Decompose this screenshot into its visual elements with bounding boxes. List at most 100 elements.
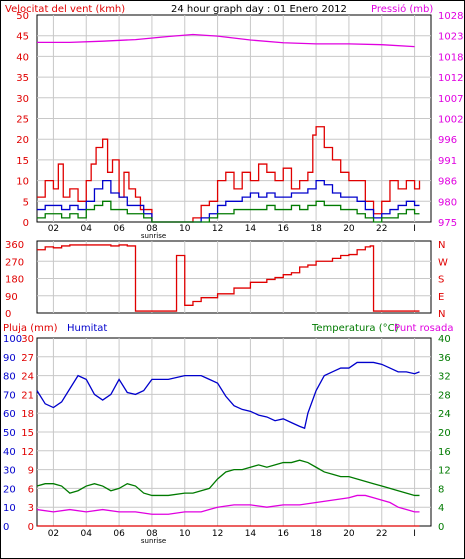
compass-label: N bbox=[438, 240, 445, 251]
series-line-red bbox=[37, 126, 421, 223]
sunrise-label: sunrise bbox=[141, 232, 166, 240]
y-tick-label-direction: 360 bbox=[5, 240, 24, 251]
x-tick-label: 02 bbox=[48, 529, 59, 539]
y-tick-label-wind: 30 bbox=[16, 94, 29, 105]
y-tick-label-rain: 6 bbox=[28, 484, 34, 495]
x-tick-label: I bbox=[413, 529, 416, 539]
direction-plot-frame bbox=[36, 240, 432, 314]
y-tick-label-rain: 18 bbox=[21, 409, 34, 420]
compass-label: E bbox=[438, 292, 444, 303]
x-tick-label: 10 bbox=[179, 224, 191, 234]
x-tick-label: 20 bbox=[343, 529, 355, 539]
x-tick-label: 10 bbox=[179, 529, 191, 539]
y-tick-label-wind: 10 bbox=[16, 177, 29, 188]
y-tick-label-pressure: 1028 bbox=[438, 11, 463, 22]
humidity-axis-title: Humitat bbox=[67, 323, 107, 334]
temperature-axis-title: Temperatura (°C) bbox=[311, 323, 399, 334]
chart-title: 24 hour graph day : 01 Enero 2012 bbox=[171, 4, 347, 15]
series-line-magenta bbox=[37, 33, 415, 48]
y-tick-label-humidity: 80 bbox=[3, 372, 16, 383]
compass-label: N bbox=[438, 309, 445, 320]
y-tick-label-wind: 45 bbox=[16, 32, 29, 43]
y-tick-label-pressure: 1007 bbox=[438, 94, 463, 105]
series-line-magenta bbox=[36, 494, 420, 515]
y-tick-label-temperature: 0 bbox=[438, 522, 444, 533]
compass-label: W bbox=[438, 257, 448, 268]
x-tick-label: 12 bbox=[212, 224, 223, 234]
y-tick-label-temperature: 36 bbox=[438, 353, 451, 364]
y-tick-label-pressure: 1018 bbox=[438, 52, 463, 63]
x-tick-label: 06 bbox=[113, 529, 125, 539]
y-tick-label-pressure: 980 bbox=[438, 197, 457, 208]
y-tick-label-rain: 9 bbox=[28, 466, 34, 477]
y-tick-label-temperature: 24 bbox=[438, 409, 451, 420]
y-tick-label-temperature: 40 bbox=[438, 334, 451, 345]
pressure-axis-title: Pressió (mb) bbox=[371, 3, 433, 15]
y-tick-label-rain: 30 bbox=[21, 334, 34, 345]
compass-label: S bbox=[438, 275, 444, 286]
y-tick-label-wind: 25 bbox=[16, 115, 29, 126]
wind-axis-title: Velocitat del vent (kmh) bbox=[5, 4, 125, 15]
rain-axis-title: Pluja (mm) bbox=[3, 323, 58, 334]
y-tick-label-humidity: 60 bbox=[3, 409, 16, 420]
x-tick-label: 04 bbox=[81, 529, 93, 539]
y-tick-label-temperature: 16 bbox=[438, 447, 451, 458]
series-line-green bbox=[36, 459, 420, 497]
y-tick-label-direction: 90 bbox=[5, 292, 18, 303]
y-tick-label-humidity: 50 bbox=[3, 428, 16, 439]
x-tick-label: 04 bbox=[81, 224, 93, 234]
sunrise-label: sunrise bbox=[141, 537, 166, 545]
y-tick-label-pressure: 975 bbox=[438, 218, 457, 229]
x-tick-label: 08 bbox=[146, 529, 158, 539]
y-tick-label-humidity: 90 bbox=[3, 353, 16, 364]
y-tick-label-rain: 24 bbox=[21, 372, 34, 383]
dewpoint-axis-title: Punt rosada bbox=[394, 323, 453, 334]
y-tick-label-rain: 12 bbox=[21, 447, 34, 458]
y-tick-label-humidity: 0 bbox=[3, 522, 9, 533]
y-tick-label-temperature: 12 bbox=[438, 466, 451, 477]
y-tick-label-rain: 21 bbox=[21, 390, 34, 401]
x-tick-label: 02 bbox=[48, 224, 59, 234]
y-tick-label-wind: 40 bbox=[16, 52, 29, 63]
x-tick-label: 22 bbox=[376, 224, 387, 234]
y-tick-label-humidity: 70 bbox=[3, 390, 16, 401]
y-tick-label-rain: 3 bbox=[28, 503, 34, 514]
y-tick-label-wind: 15 bbox=[16, 156, 29, 167]
x-tick-label: 18 bbox=[310, 529, 322, 539]
y-tick-label-pressure: 996 bbox=[438, 135, 457, 146]
y-tick-label-temperature: 4 bbox=[438, 503, 444, 514]
x-tick-label: 06 bbox=[113, 224, 125, 234]
y-tick-label-humidity: 10 bbox=[3, 503, 16, 514]
x-tick-label: 14 bbox=[245, 224, 257, 234]
y-tick-label-direction: 270 bbox=[5, 257, 24, 268]
x-tick-label: 16 bbox=[278, 224, 290, 234]
y-tick-label-humidity: 100 bbox=[3, 334, 22, 345]
y-tick-label-rain: 27 bbox=[21, 353, 34, 364]
x-tick-label: 22 bbox=[376, 529, 387, 539]
series-line-direction bbox=[37, 244, 420, 312]
x-tick-label: 16 bbox=[278, 529, 290, 539]
series-line-blue bbox=[36, 361, 420, 430]
y-tick-label-temperature: 28 bbox=[438, 390, 451, 401]
y-tick-label-humidity: 20 bbox=[3, 484, 16, 495]
y-tick-label-pressure: 1012 bbox=[438, 73, 463, 84]
y-tick-label-pressure: 986 bbox=[438, 177, 457, 188]
y-tick-label-wind: 35 bbox=[16, 73, 29, 84]
y-tick-label-temperature: 32 bbox=[438, 372, 451, 383]
y-tick-label-rain: 0 bbox=[28, 522, 34, 533]
y-tick-label-wind: 0 bbox=[23, 218, 29, 229]
y-tick-label-pressure: 991 bbox=[438, 156, 457, 167]
x-tick-label: 14 bbox=[245, 529, 257, 539]
y-tick-label-direction: 180 bbox=[5, 275, 24, 286]
y-tick-label-pressure: 1023 bbox=[438, 32, 463, 43]
y-tick-label-rain: 15 bbox=[21, 428, 34, 439]
y-tick-label-wind: 5 bbox=[23, 197, 29, 208]
x-tick-label: 12 bbox=[212, 529, 223, 539]
y-tick-label-temperature: 20 bbox=[438, 428, 451, 439]
y-tick-label-wind: 20 bbox=[16, 135, 29, 146]
series-line-green bbox=[37, 200, 420, 223]
y-tick-label-humidity: 40 bbox=[3, 447, 16, 458]
chart-marks: 02 04 06 08 10 12 14 16 18 20 22 Isunrise0510152025… bbox=[3, 11, 463, 545]
x-tick-label: 20 bbox=[343, 224, 355, 234]
